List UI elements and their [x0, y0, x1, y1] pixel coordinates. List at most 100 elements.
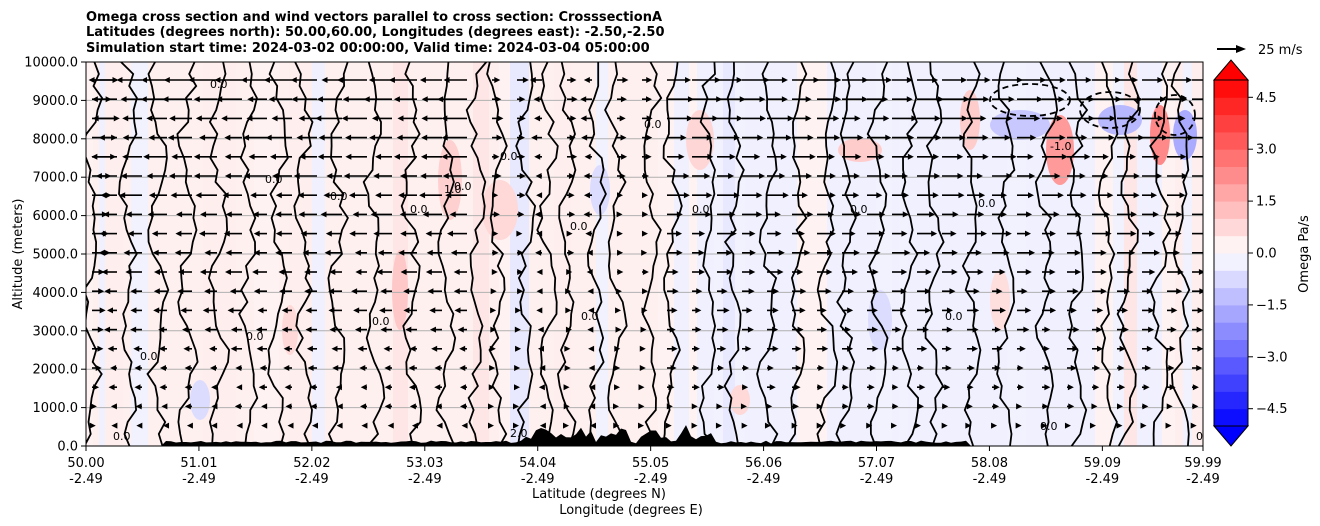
wind-vector-head — [1048, 249, 1055, 256]
wind-vector-head — [583, 211, 590, 218]
wind-vector-head — [152, 249, 159, 256]
wind-vector-head — [1129, 249, 1136, 256]
wind-vector-head — [535, 249, 542, 256]
wind-vector-head — [614, 384, 621, 391]
colorbar-level — [1214, 131, 1248, 150]
wind-vector-head — [570, 77, 577, 83]
wind-vector-head — [646, 77, 653, 83]
wind-vector-head — [781, 96, 788, 103]
wind-vector-head — [107, 345, 114, 352]
wind-vector-head — [125, 269, 132, 275]
wind-vector-head — [90, 403, 97, 410]
wind-vector-head — [848, 288, 855, 295]
y-tick-label: 10000.0 — [24, 56, 78, 71]
wind-vector-head — [918, 365, 925, 371]
wind-vector-head — [186, 422, 193, 429]
omega-blob — [1046, 115, 1074, 185]
wind-vector-head — [924, 288, 931, 295]
wind-vector-head — [615, 326, 622, 333]
wind-vector-head — [211, 384, 218, 391]
wind-vector-head — [996, 345, 1003, 352]
wind-vector-head — [957, 153, 964, 160]
wind-vector-head — [1149, 269, 1156, 275]
wind-vector-head — [883, 115, 890, 122]
wind-vector-head — [147, 211, 154, 218]
wind-vector-head — [384, 365, 391, 371]
contour-line — [756, 62, 779, 446]
colorbar-level — [1214, 201, 1248, 219]
wind-vector-head — [317, 153, 324, 160]
wind-vector-head — [904, 249, 911, 256]
wind-vector-head — [396, 134, 403, 141]
wind-vector-head — [1053, 211, 1060, 218]
wind-vector-head — [1186, 77, 1193, 83]
wind-vector-head — [110, 365, 117, 371]
wind-vector-head — [411, 422, 418, 429]
contour-line — [536, 62, 559, 446]
wind-vector-head — [925, 307, 932, 314]
wind-vector-head — [982, 134, 989, 141]
wind-vector-head — [492, 192, 499, 199]
x-tick-label-lon: -2.49 — [1186, 472, 1220, 487]
wind-vector-head — [514, 326, 521, 333]
wind-vector-head — [426, 249, 433, 256]
colorbar-level — [1214, 218, 1248, 237]
wind-vector-head — [515, 307, 522, 314]
wind-vector-head — [169, 115, 176, 122]
wind-vector-head — [683, 192, 690, 199]
wind-vector-head — [1165, 422, 1172, 429]
wind-vector-head — [329, 269, 336, 275]
wind-vector-head — [695, 326, 702, 333]
wind-vector-head — [937, 96, 944, 103]
wind-vector-head — [1198, 269, 1203, 275]
colorbar-level — [1214, 287, 1248, 306]
wind-vector-head — [934, 115, 941, 122]
wind-vector-head — [892, 403, 899, 410]
wind-vector-head — [583, 173, 590, 179]
wind-vector-head — [488, 403, 494, 410]
wind-vector-head — [199, 269, 206, 275]
wind-vector-head — [829, 173, 836, 179]
wind-vector-head — [816, 403, 823, 410]
wind-vector-head — [125, 211, 132, 218]
wind-vector-head — [566, 269, 573, 275]
wind-vector-head — [807, 211, 814, 218]
x-tick-label-lon: -2.49 — [973, 472, 1007, 487]
wind-vector-head — [97, 326, 104, 333]
wind-vector-head — [854, 115, 861, 122]
contour-line — [723, 62, 745, 446]
wind-vector-head — [384, 403, 391, 410]
wind-vector-head — [1133, 192, 1140, 199]
wind-vector-head — [691, 403, 698, 410]
wind-vector-head — [696, 288, 703, 295]
wind-vector-head — [871, 307, 878, 314]
wind-vector-head — [431, 345, 438, 352]
wind-vector-head — [639, 345, 646, 352]
wind-vector-head — [171, 153, 178, 160]
wind-vector-head — [354, 249, 361, 256]
wind-vector-head — [490, 288, 497, 295]
wind-vector-head — [1073, 326, 1080, 333]
wind-vector-head — [272, 173, 279, 179]
wind-vector-head — [640, 326, 647, 333]
wind-vector-head — [619, 173, 626, 179]
wind-vector-head — [1081, 134, 1088, 141]
wind-vector-head — [693, 365, 700, 371]
wind-vector-head — [434, 384, 441, 391]
wind-vector-head — [536, 307, 543, 314]
wind-vector-head — [772, 345, 779, 352]
wind-vector-head — [419, 77, 426, 83]
wind-vector-head — [363, 96, 370, 103]
wind-vector-head — [373, 173, 380, 179]
colorbar-tick-label: 1.5 — [1256, 195, 1277, 210]
wind-vector-head — [225, 211, 232, 218]
wind-vector-head — [616, 230, 623, 237]
wind-vector-head — [620, 134, 627, 141]
wind-vector-head — [666, 403, 673, 410]
wind-vector-head — [1136, 96, 1143, 103]
wind-vector-head — [892, 365, 899, 371]
contour-label: 0.0 — [850, 203, 868, 216]
wind-vector-head — [959, 134, 966, 141]
wind-vector-head — [757, 134, 764, 141]
y-tick-label: 8000.0 — [33, 132, 79, 147]
